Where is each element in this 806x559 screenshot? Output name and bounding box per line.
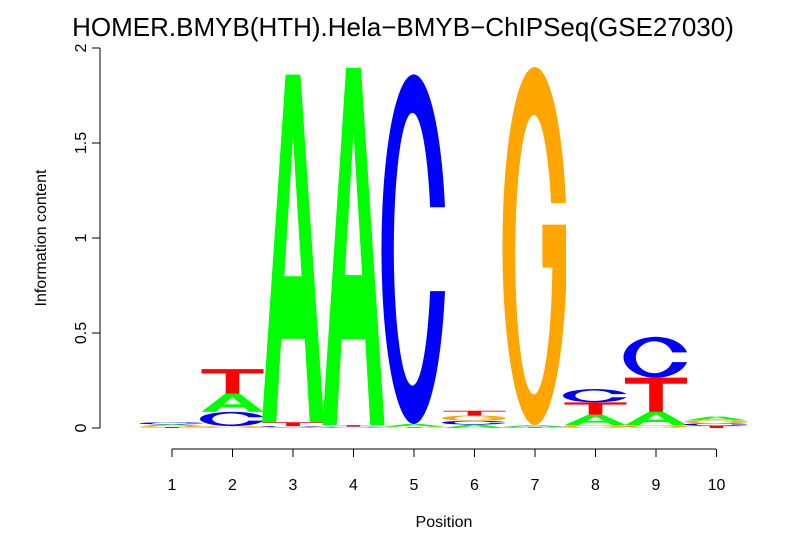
letter-G-pos-6 xyxy=(441,415,506,421)
y-tick-label: 0.5 xyxy=(73,322,90,344)
logo-position-10 xyxy=(683,416,748,428)
letter-T-pos-8 xyxy=(564,402,627,415)
letter-G-pos-1 xyxy=(139,425,203,428)
y-ticks: 0 0.5 1 1.5 2 xyxy=(73,43,100,432)
letter-G-pos-4 xyxy=(320,427,385,428)
logo-position-2 xyxy=(199,369,264,428)
letter-T-pos-6 xyxy=(443,410,506,416)
letter-A-pos-5 xyxy=(383,424,445,427)
y-axis-label: Information content xyxy=(33,169,50,307)
letter-C-pos-4 xyxy=(320,426,385,428)
letter-T-pos-3 xyxy=(262,422,324,427)
logo-position-1 xyxy=(139,422,203,428)
y-tick-label: 2 xyxy=(73,43,90,52)
letter-A-pos-6 xyxy=(443,424,506,428)
letter-G-pos-10 xyxy=(683,420,748,424)
letter-G-pos-7 xyxy=(502,66,566,426)
letter-A-pos-3 xyxy=(262,74,324,423)
logo-position-3 xyxy=(260,74,324,428)
x-tick-label: 2 xyxy=(228,477,237,494)
chart-title: HOMER.BMYB(HTH).Hela−BMYB−ChIPSeq(GSE270… xyxy=(72,12,734,42)
x-tick-label: 5 xyxy=(410,477,419,494)
letter-C-pos-1 xyxy=(139,422,203,425)
y-tick-label: 1.5 xyxy=(73,132,90,154)
letter-G-pos-5 xyxy=(381,426,445,428)
letter-C-pos-10 xyxy=(683,423,748,426)
letter-A-pos-2 xyxy=(201,393,264,412)
x-tick-label: 7 xyxy=(531,477,540,494)
letter-T-pos-1 xyxy=(141,427,203,428)
letter-G-pos-8 xyxy=(562,425,627,428)
letter-G-pos-3 xyxy=(260,427,324,428)
logo-position-5 xyxy=(381,74,445,428)
letter-T-pos-5 xyxy=(383,427,445,428)
letter-C-pos-8 xyxy=(562,389,627,403)
letter-T-pos-10 xyxy=(685,425,748,428)
x-tick-label: 9 xyxy=(652,477,661,494)
x-tick-label: 1 xyxy=(168,477,177,494)
letter-A-pos-8 xyxy=(564,414,627,426)
logo-position-7 xyxy=(502,66,566,428)
x-tick-label: 6 xyxy=(470,477,479,494)
letter-T-pos-2 xyxy=(201,369,264,394)
x-tick-label: 4 xyxy=(349,477,358,494)
x-ticks: 1 2 3 4 5 6 7 8 9 10 xyxy=(168,449,726,494)
letter-A-pos-1 xyxy=(141,424,203,426)
letter-A-pos-4 xyxy=(322,67,385,426)
logo-position-8 xyxy=(562,389,627,428)
logo-stacks xyxy=(139,66,748,428)
logo-position-4 xyxy=(320,67,385,428)
x-tick-label: 8 xyxy=(591,477,600,494)
logo-position-9 xyxy=(623,336,687,428)
letter-C-pos-6 xyxy=(441,420,506,425)
logo-position-6 xyxy=(441,410,506,428)
letter-C-pos-2 xyxy=(199,411,264,427)
y-tick-label: 0 xyxy=(73,423,90,432)
letter-C-pos-3 xyxy=(260,426,324,428)
x-axis-label: Position xyxy=(416,514,473,531)
x-tick-label: 10 xyxy=(708,477,726,494)
y-tick-label: 1 xyxy=(73,233,90,242)
letter-C-pos-9 xyxy=(623,336,687,378)
letter-G-pos-9 xyxy=(623,425,687,428)
letter-A-pos-7 xyxy=(504,425,566,427)
letter-T-pos-4 xyxy=(322,425,385,427)
x-tick-label: 3 xyxy=(289,477,298,494)
letter-T-pos-7 xyxy=(504,427,566,428)
letter-C-pos-5 xyxy=(381,74,445,425)
letter-C-pos-7 xyxy=(502,426,566,428)
letter-T-pos-9 xyxy=(625,377,687,412)
letter-A-pos-9 xyxy=(625,411,687,426)
letter-G-pos-2 xyxy=(199,426,264,428)
letter-A-pos-10 xyxy=(685,416,748,421)
